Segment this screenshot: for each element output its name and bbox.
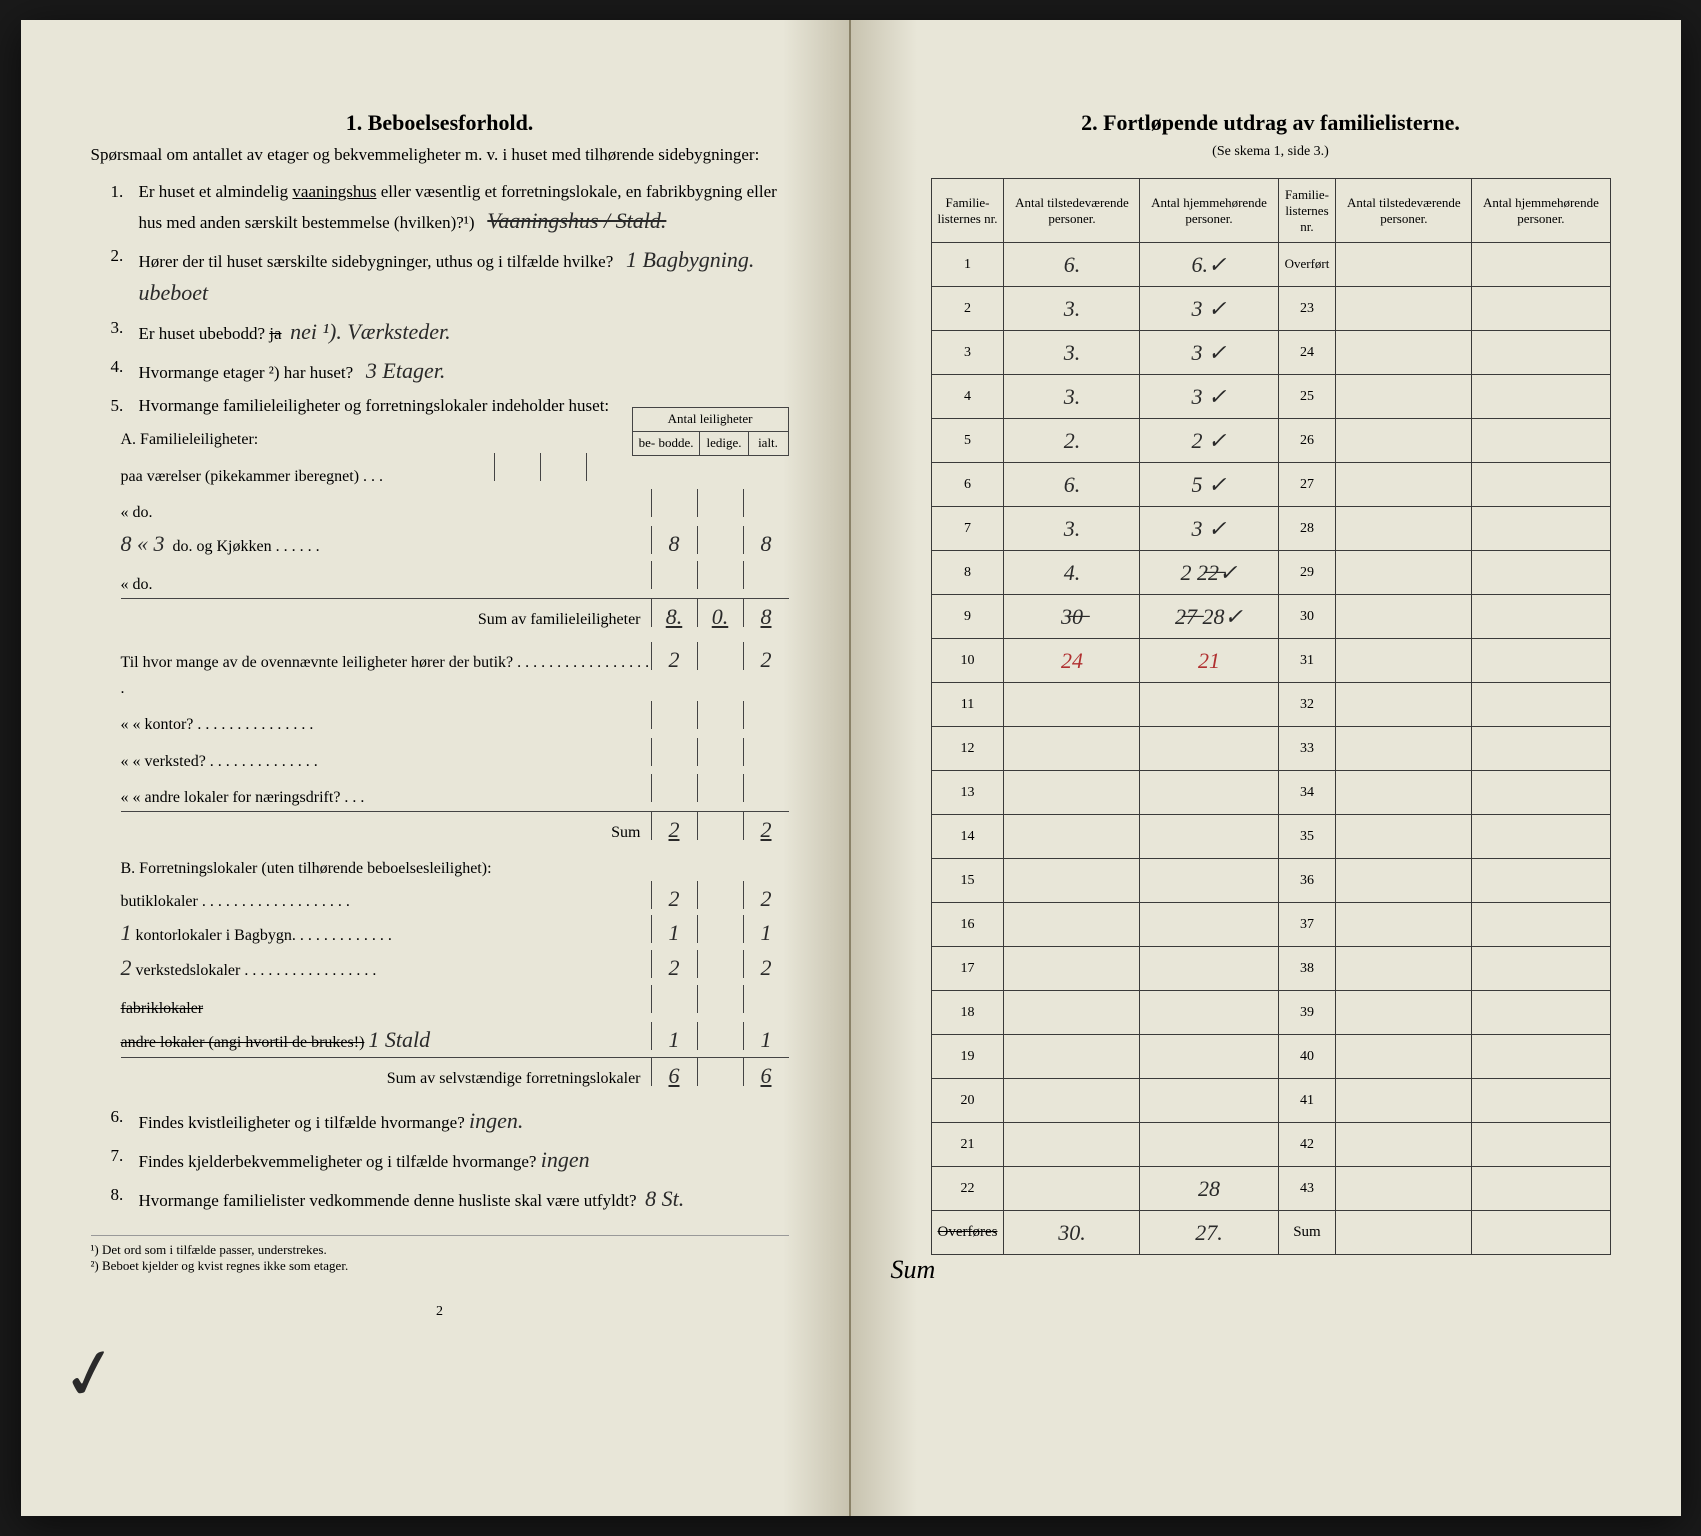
table-row: 43.3 ✓25 — [931, 375, 1610, 419]
col-present-1: Antal tilstedeværende personer. — [1004, 179, 1140, 243]
table-row: 73.3 ✓28 — [931, 507, 1610, 551]
document-spread: 1. Beboelsesforhold. Spørsmaal om antall… — [21, 20, 1681, 1516]
table-row: 23.3 ✓23 — [931, 287, 1610, 331]
row-a1: paa værelser (pikekammer iberegnet) . . … — [121, 453, 632, 490]
table-row: 1435 — [931, 815, 1610, 859]
right-page: 2. Fortløpende utdrag av familielisterne… — [851, 20, 1681, 1516]
table-row: 16.6.✓Overført — [931, 243, 1610, 287]
row-a4: « do. — [121, 561, 789, 598]
q3: 3. Er huset ubebodd? ja nei ¹). Værksted… — [111, 315, 789, 348]
table-row: 1132 — [931, 683, 1610, 727]
table-row: 2142 — [931, 1123, 1610, 1167]
footnote-2: ²) Beboet kjelder og kvist regnes ikke s… — [91, 1258, 789, 1274]
table-row: 1839 — [931, 991, 1610, 1035]
table-row: 93̶0̶2̶7̶ 28✓30 — [931, 595, 1610, 639]
col-home-2: Antal hjemmehørende personer. — [1472, 179, 1610, 243]
q4-answer: 3 Etager. — [366, 358, 445, 383]
q1-answer: Vaaningshus / Stald. — [487, 208, 666, 233]
section-b-title: B. Forretningslokaler (uten tilhørende b… — [121, 856, 789, 882]
row-sum-a: Sum av familieleiligheter 8. 0. 8 — [121, 598, 789, 633]
col-present-2: Antal tilstedeværende personer. — [1336, 179, 1472, 243]
sum-handwriting: Sum — [891, 1255, 1571, 1285]
footnote-1: ¹) Det ord som i tilfælde passer, unders… — [91, 1242, 789, 1258]
q1: 1. Er huset et almindelig vaaningshus el… — [111, 179, 789, 238]
q6: 6.Findes kvistleiligheter og i tilfælde … — [111, 1104, 789, 1137]
row-a3: 8 « 3 do. og Kjøkken . . . . . . 8 8 — [121, 526, 789, 561]
section-a: A. Familieleiligheter: paa værelser (pik… — [121, 427, 789, 1092]
row-verkstedlok: 2 verkstedslokaler . . . . . . . . . . .… — [121, 950, 789, 985]
table-row: 222843 — [931, 1167, 1610, 1211]
table-row: 66.5 ✓27 — [931, 463, 1610, 507]
table-row: 33.3 ✓24 — [931, 331, 1610, 375]
check-mark: ✓ — [54, 1329, 126, 1421]
overfores-label: Overføres — [931, 1211, 1004, 1255]
row-kontor: « « kontor? . . . . . . . . . . . . . . … — [121, 701, 789, 738]
right-title: 2. Fortløpende utdrag av familielisterne… — [931, 110, 1611, 136]
table-row: 1940 — [931, 1035, 1610, 1079]
family-table: Familie- listernes nr. Antal tilstedevær… — [931, 178, 1611, 1255]
col-home-1: Antal hjemmehørende personer. — [1140, 179, 1278, 243]
question-list: 1. Er huset et almindelig vaaningshus el… — [91, 179, 789, 419]
table-row: 84.2 2̶2̶✓29 — [931, 551, 1610, 595]
table-row: 1536 — [931, 859, 1610, 903]
row-andre: « « andre lokaler for næringsdrift? . . … — [121, 774, 789, 811]
row-kontorlok: 1 kontorlokaler i Bagbygn. . . . . . . .… — [121, 915, 789, 950]
overfores-a: 30. — [1004, 1211, 1140, 1255]
table-row: 1738 — [931, 947, 1610, 991]
table-row: 2041 — [931, 1079, 1610, 1123]
row-andrelok: andre lokaler (angi hvortil de brukes!) … — [121, 1022, 789, 1057]
sum-label: Sum — [1278, 1211, 1336, 1255]
left-title: 1. Beboelsesforhold. — [91, 110, 789, 136]
q8-answer: 8 St. — [645, 1186, 684, 1211]
table-row: 52.2 ✓26 — [931, 419, 1610, 463]
row-a2: « do. — [121, 489, 789, 526]
page-number: 2 — [91, 1304, 789, 1320]
right-subtitle: (Se skema 1, side 3.) — [931, 144, 1611, 160]
footnotes: ¹) Det ord som i tilfælde passer, unders… — [91, 1235, 789, 1274]
q8: 8.Hvormange familielister vedkommende de… — [111, 1182, 789, 1215]
q3-answer: nei ¹). Værksteder. — [290, 319, 451, 344]
q4: 4. Hvormange etager ²) har huset? 3 Etag… — [111, 354, 789, 387]
leilighet-table-header: Antal leiligheter be- bodde. ledige. ial… — [632, 407, 789, 456]
row-butiklok: butiklokaler . . . . . . . . . . . . . .… — [121, 881, 789, 915]
table-row: 1233 — [931, 727, 1610, 771]
col-nr-1: Familie- listernes nr. — [931, 179, 1004, 243]
row-sum-b: Sum av selvstændige forretningslokaler 6… — [121, 1057, 789, 1092]
row-sum-sub: Sum 2 2 — [121, 811, 789, 846]
q7: 7.Findes kjelderbekvemmeligheter og i ti… — [111, 1143, 789, 1176]
row-fabriklok: fabriklokaler — [121, 985, 789, 1022]
left-page: 1. Beboelsesforhold. Spørsmaal om antall… — [21, 20, 851, 1516]
table-row: 1637 — [931, 903, 1610, 947]
row-verksted: « « verksted? . . . . . . . . . . . . . … — [121, 738, 789, 775]
row-butik: Til hvor mange av de ovennævnte leilighe… — [121, 642, 789, 701]
question-list-2: 6.Findes kvistleiligheter og i tilfælde … — [91, 1104, 789, 1215]
q7-answer: ingen — [541, 1147, 590, 1172]
table-row: 1334 — [931, 771, 1610, 815]
overfores-b: 27. — [1140, 1211, 1278, 1255]
intro-text: Spørsmaal om antallet av etager og bekve… — [91, 144, 789, 167]
table-row: 10242131 — [931, 639, 1610, 683]
q2: 2. Hører der til huset særskilte sidebyg… — [111, 243, 789, 309]
q6-answer: ingen. — [469, 1108, 523, 1133]
overfores-row: Overføres 30. 27. Sum — [931, 1211, 1610, 1255]
col-nr-2: Familie- listernes nr. — [1278, 179, 1336, 243]
